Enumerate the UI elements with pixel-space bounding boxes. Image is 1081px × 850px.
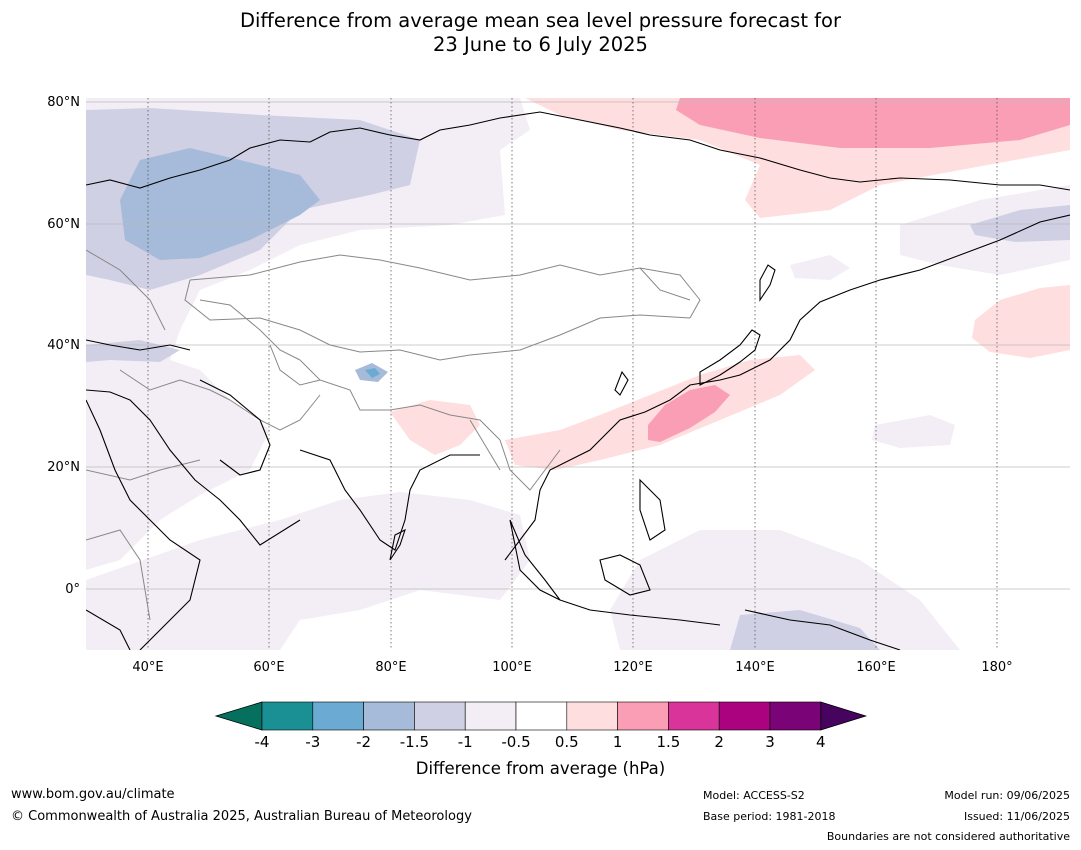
lon-label-60e: 60°E [253,660,285,675]
anomaly-region-neg-light-southeast [610,530,960,650]
colorbar-segments [214,701,868,731]
model-name: Model: ACCESS-S2 [703,789,805,802]
colorbar-tick-label: -2 [356,733,372,751]
anomaly-region-neg-light-pacific [872,415,955,448]
lon-gridlines [147,98,998,650]
colorbar-tick-label: -1.5 [399,733,430,751]
lon-label-40e: 40°E [132,660,164,675]
anomaly-region-neg-blue-north [120,148,320,260]
colorbar-tick-label: 0.5 [554,733,579,751]
coastlines [86,111,1070,650]
issued-date: Issued: 11/06/2025 [963,810,1070,823]
colorbar-segment [718,701,771,731]
colorbar-tick-label: 4 [816,733,826,751]
anomaly-region-neg-lavender-mid [86,340,180,362]
colorbar-label: Difference from average (hPa) [415,759,666,778]
title-line-1: Difference from average mean sea level p… [240,9,841,32]
map-title: Difference from average mean sea level p… [0,9,1081,57]
boundaries-disclaimer: Boundaries are not considered authoritat… [826,830,1070,843]
colorbar-tick-label: 1.5 [656,733,681,751]
model-run-date: Model run: 09/06/2025 [944,789,1070,802]
colorbar-segment [566,701,618,731]
base-period: Base period: 1981-2018 [703,810,836,823]
colorbar-tick-label: -3 [305,733,321,751]
lat-label-60n: 60°N [47,217,80,232]
anomaly-region-neg-lavender-south [730,610,880,650]
anomaly-region-neg-teal-tibet [365,368,380,378]
lon-label-160e: 160°E [856,660,896,675]
anomaly-region-pos-light-tibet [390,400,480,455]
colorbar-segment [769,701,822,731]
colorbar-under-arrow [214,701,263,731]
lat-gridlines [86,101,1070,590]
colorbar-tick-label: 1 [612,733,623,751]
lat-label-0: 0° [65,582,80,597]
colorbar-tick-label: 2 [714,733,724,751]
pressure-anomaly-map: 80°N 60°N 40°N 20°N 0° 40°E 60°E 80°E 10… [47,95,1070,675]
lon-label-120e: 120°E [613,660,653,675]
anomaly-region-neg-light-pacific-2 [790,255,850,280]
title-line-2: 23 June to 6 July 2025 [433,33,648,56]
colorbar-tick-label: -4 [254,733,270,751]
anomaly-region-neg-lavender-east [970,205,1070,242]
colorbar-segment [515,701,568,731]
website-link[interactable]: www.bom.gov.au/climate [11,787,175,802]
colorbar-segment [617,701,669,731]
anomaly-region-neg-light-southwest [86,492,530,650]
colorbar-segment [464,701,517,731]
colorbar-segment [312,701,364,731]
map-canvas [86,98,1070,650]
country-borders [86,249,701,621]
lon-label-180: 180° [981,660,1013,675]
lon-label-80e: 80°E [375,660,407,675]
lon-label-140e: 140°E [735,660,775,675]
lat-label-20n: 20°N [47,460,80,475]
colorbar-segment [414,701,466,731]
colorbar-tick-label: -1 [457,733,473,751]
copyright-text: © Commonwealth of Australia 2025, Austra… [11,809,472,824]
anomaly-region-pos-light-pacific-ne [972,285,1070,358]
colorbar-segment [668,701,720,731]
colorbar-tick-label: -0.5 [501,733,531,751]
lat-label-40n: 40°N [47,338,80,353]
colorbar-tick-label: 3 [765,733,775,751]
lat-label-80n: 80°N [47,95,80,110]
colorbar-segment [261,701,314,731]
lon-label-100e: 100°E [492,660,532,675]
colorbar-segment [363,701,415,731]
anomaly-region-pos-pink-japan [648,385,730,442]
colorbar-over-arrow [820,701,868,731]
anomaly-region-pos-pink-arctic [676,98,1070,148]
colorbar [214,701,868,731]
